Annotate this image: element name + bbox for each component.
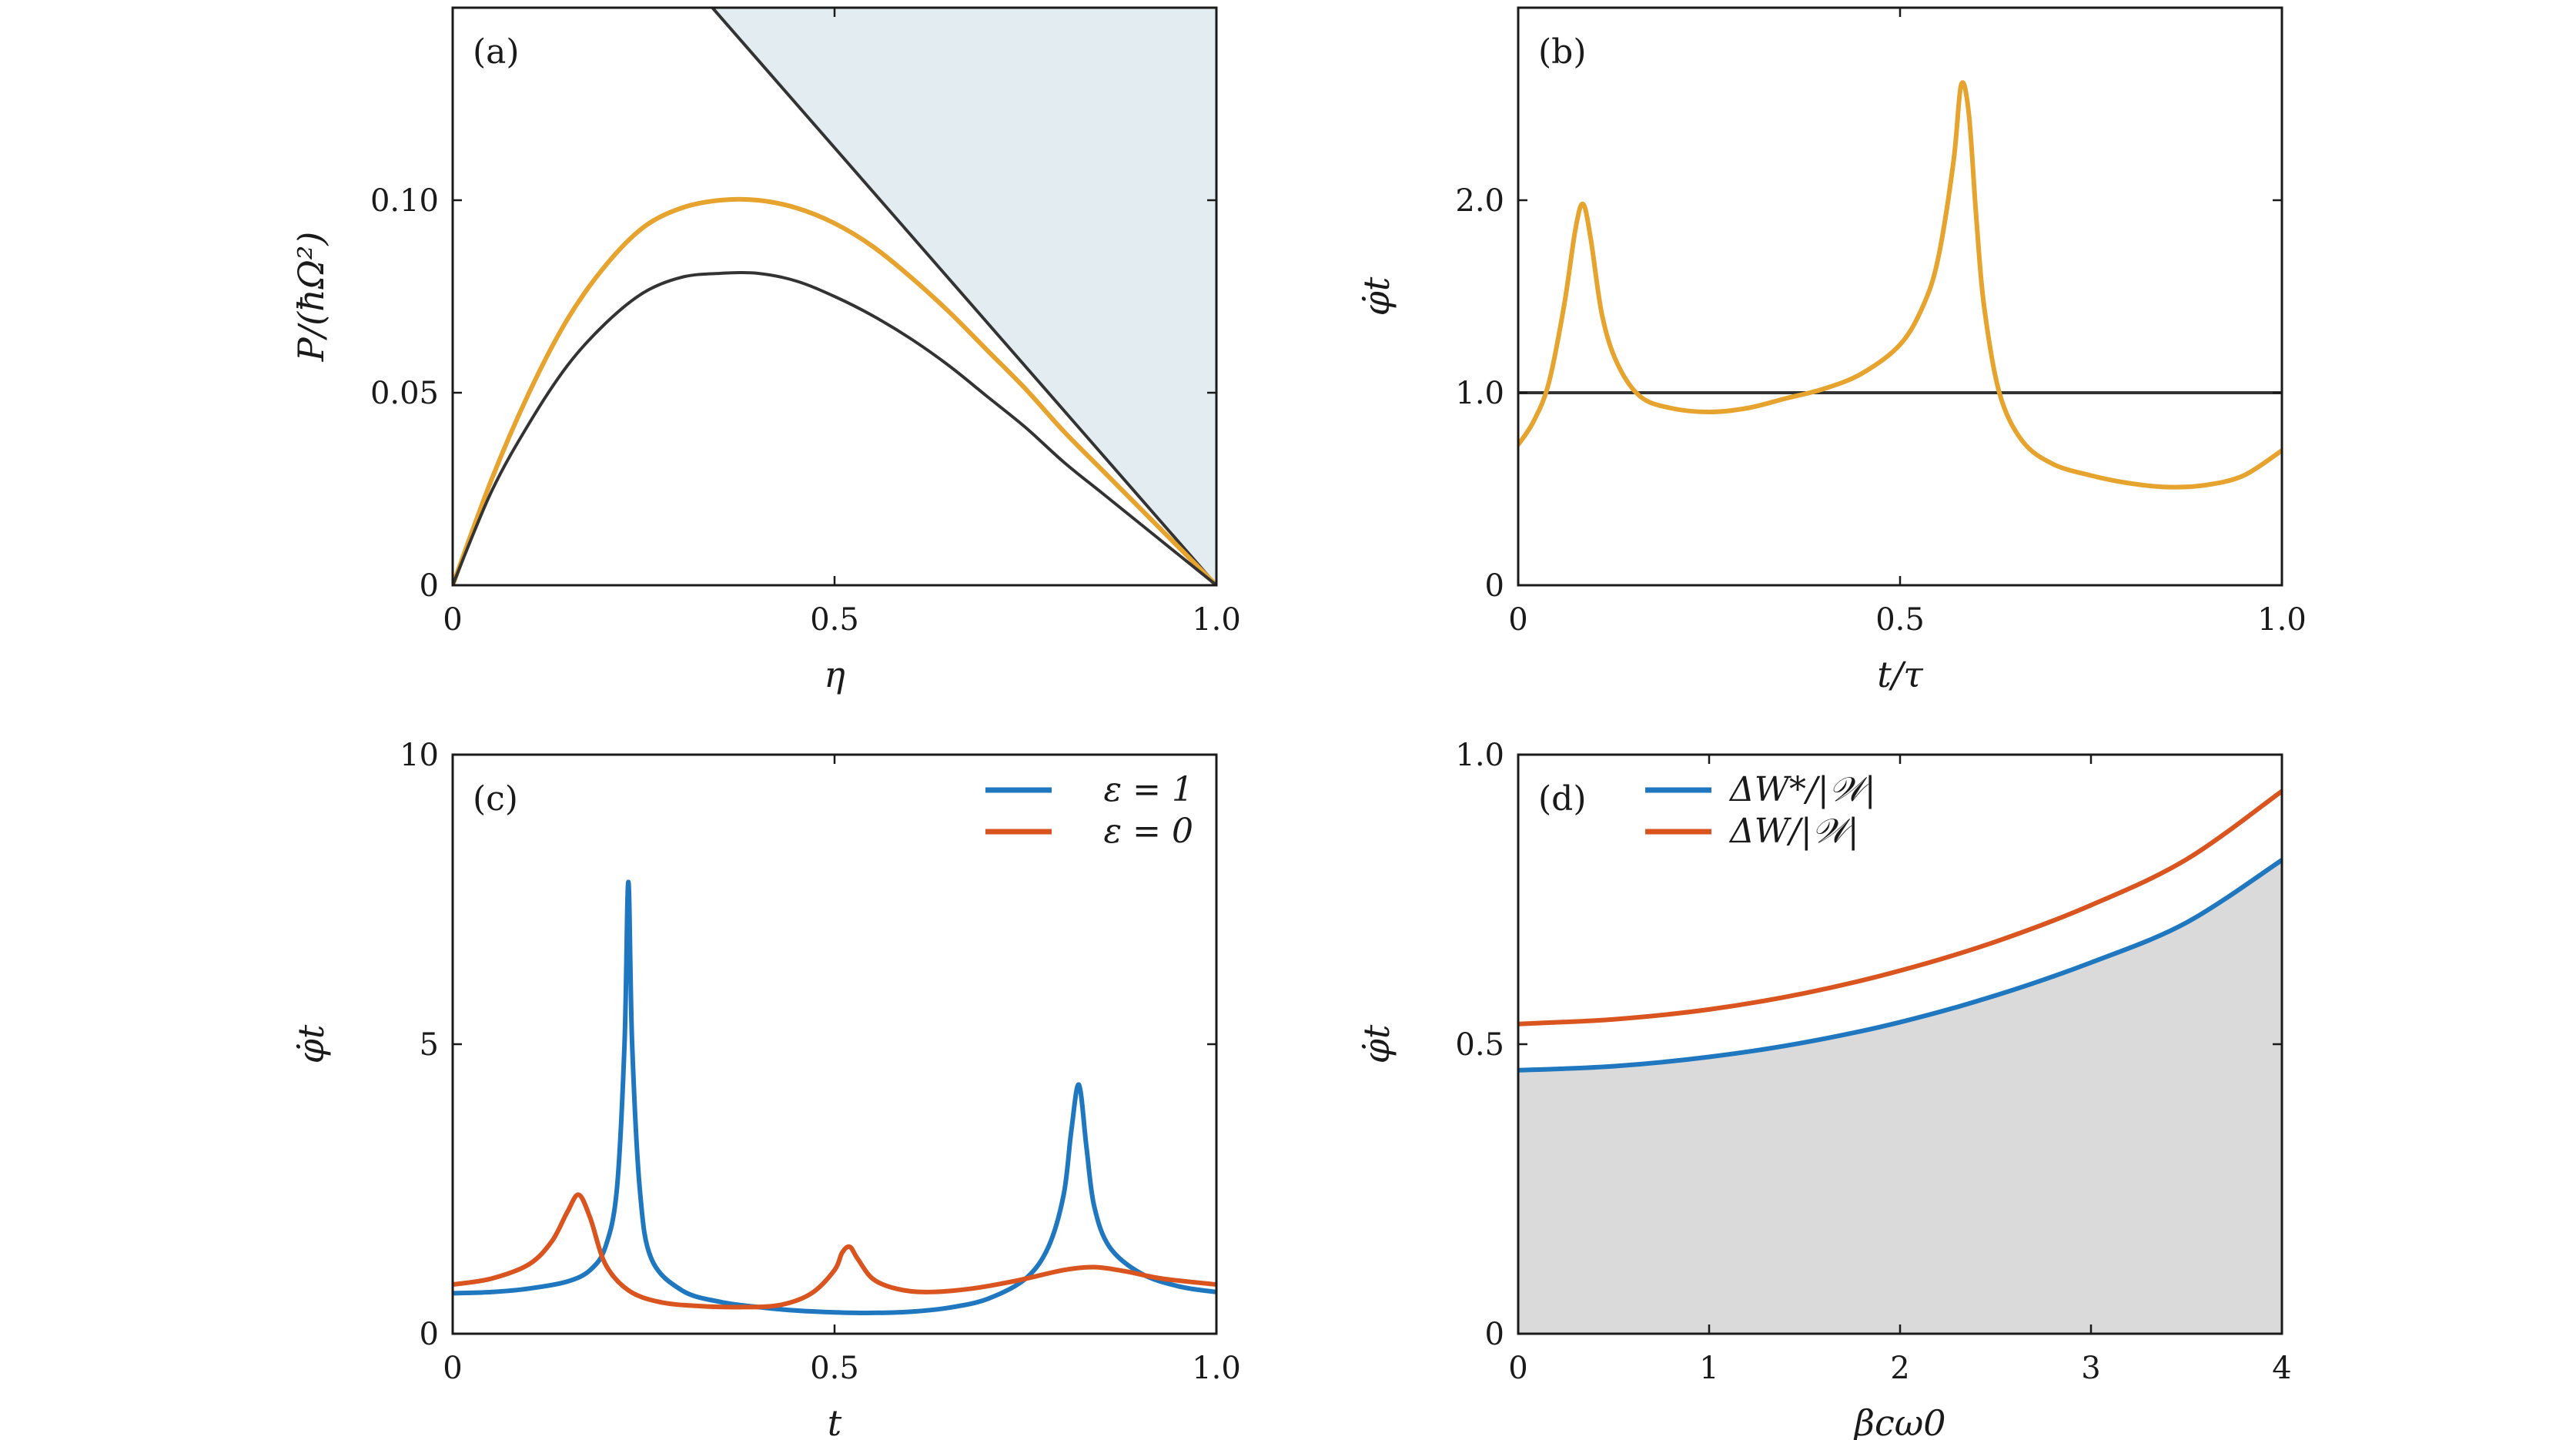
- x-tick-label: 0.5: [810, 1351, 859, 1386]
- x-tick-label: 1.0: [1192, 1351, 1241, 1386]
- y-tick-label: 0.05: [370, 376, 439, 411]
- y-tick-label: 0: [1485, 568, 1504, 604]
- plot-area: [1518, 789, 2282, 1334]
- legend: ε = 1ε = 0: [985, 770, 1193, 851]
- x-axis-label: η: [824, 654, 845, 695]
- y-axis-label: φ̇t: [1356, 276, 1397, 316]
- panel-a: 0 0.5 1.0 0 0.05 0.10 η P/(ħΩ²) (a): [290, 6, 1241, 695]
- plot-area: [453, 879, 1216, 1315]
- panel-label: (b): [1538, 32, 1587, 72]
- y-tick-label: 0: [420, 568, 439, 604]
- y-axis-label: P/(ħΩ²): [290, 232, 332, 363]
- axes-frame: [1517, 6, 2283, 587]
- panel-c: 0 0.5 1.0 0 5 10 t φ̇t (c) ε = 1ε = 0: [290, 738, 1241, 1440]
- plot-area: [1518, 80, 2282, 490]
- y-tick-label: 5: [420, 1027, 439, 1063]
- x-tick-label: 0.5: [1875, 602, 1925, 638]
- panel-b: 0 0.5 1.0 0 1.0 2.0 t/τ φ̇t (b): [1356, 6, 2307, 695]
- panel-d: 0 1 2 3 4 0 0.5 1.0 βcω0 φ̇t (d) ΔW*/|𝒲|ΔW/|𝒲|: [1356, 738, 2292, 1440]
- panel-label: (a): [473, 32, 520, 72]
- y-axis-label: φ̇t: [290, 1024, 332, 1063]
- series-line-1: [1518, 80, 2282, 490]
- x-axis-label: t/τ: [1877, 654, 1924, 695]
- x-tick-label: 1.0: [1192, 602, 1241, 638]
- legend-entry: ε = 1: [1104, 770, 1193, 809]
- y-tick-label: 1.0: [1455, 738, 1504, 773]
- panel-label: (d): [1538, 779, 1587, 819]
- legend-entry: ε = 0: [1104, 812, 1193, 851]
- series-line-2: [453, 271, 1216, 585]
- axes-frame: [451, 753, 1218, 1335]
- y-tick-label: 0: [420, 1317, 439, 1352]
- x-tick-label: 0: [443, 1351, 462, 1386]
- x-axis-label: βcω0: [1852, 1402, 1945, 1440]
- series-line-0: [453, 879, 1216, 1315]
- y-axis-label: φ̇t: [1356, 1024, 1397, 1063]
- y-tick-label: 1.0: [1455, 376, 1504, 411]
- legend-entry: ΔW/|𝒲|: [1728, 812, 1859, 851]
- plot-area: [453, 8, 1216, 585]
- x-tick-label: 0: [1508, 1351, 1527, 1386]
- x-tick-label: 1.0: [2257, 602, 2307, 638]
- y-tick-label: 0.10: [370, 183, 439, 219]
- y-tick-label: 0.5: [1455, 1027, 1504, 1063]
- legend: ΔW*/|𝒲|ΔW/|𝒲|: [1645, 770, 1876, 851]
- legend-entry: ΔW*/|𝒲|: [1728, 770, 1876, 809]
- area-under-curve-shade: [1518, 859, 2282, 1334]
- x-tick-label: 0: [1508, 602, 1527, 638]
- x-tick-label: 4: [2272, 1351, 2291, 1386]
- x-tick-label: 2: [1890, 1351, 1909, 1386]
- y-tick-label: 0: [1485, 1317, 1504, 1352]
- series-line-1: [453, 1192, 1216, 1310]
- series-line-1: [1518, 789, 2282, 1026]
- x-axis-label: t: [828, 1402, 842, 1440]
- x-tick-label: 0: [443, 602, 462, 638]
- x-tick-label: 3: [2081, 1351, 2100, 1386]
- y-tick-label: 2.0: [1455, 183, 1504, 219]
- series-line-1: [453, 196, 1216, 585]
- x-tick-label: 0.5: [810, 602, 859, 638]
- panel-label: (c): [473, 779, 518, 819]
- series-line-0: [711, 8, 1216, 585]
- y-tick-label: 10: [400, 738, 439, 773]
- x-tick-label: 1: [1699, 1351, 1718, 1386]
- series-line-0: [1518, 857, 2282, 1073]
